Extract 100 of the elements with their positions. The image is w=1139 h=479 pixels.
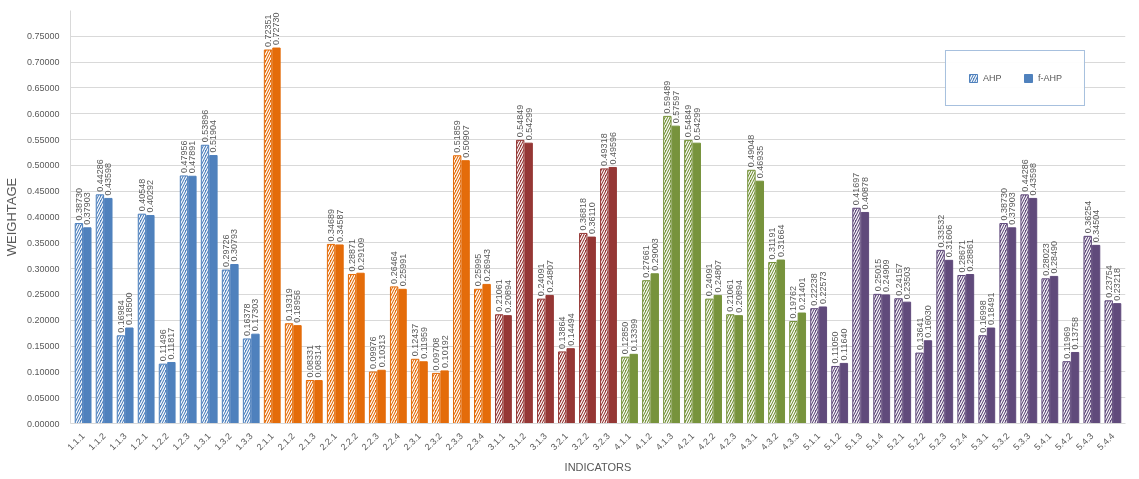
y-tick-label: 0.35000 (26, 237, 60, 248)
data-label: 0.12437 (410, 323, 421, 357)
data-label: 0.31606 (943, 224, 954, 258)
data-label: 0.10192 (439, 335, 450, 368)
data-label: 0.13758 (1070, 316, 1081, 350)
data-label: 0.59489 (662, 80, 673, 114)
data-label: 0.30793 (229, 228, 240, 262)
legend-label: f-AHP (1037, 73, 1062, 83)
data-label: 0.51904 (208, 120, 219, 153)
x-axis-title: INDICATORS (564, 460, 632, 473)
data-label: 0.54849 (683, 104, 694, 138)
y-tick-label: 0.75000 (26, 31, 60, 42)
data-label: 0.34587 (334, 209, 345, 242)
data-label: 0.72730 (271, 12, 282, 46)
data-label: 0.50907 (460, 125, 471, 158)
y-tick-label: 0.45000 (26, 186, 60, 197)
data-label: 0.24091 (704, 263, 715, 297)
data-label: 0.11496 (157, 329, 168, 362)
data-label: 0.72351 (263, 14, 274, 47)
data-label: 0.31664 (775, 224, 786, 258)
data-label: 0.24909 (880, 259, 891, 292)
data-label: 0.21061 (725, 279, 736, 312)
data-label: 0.24807 (712, 259, 723, 293)
data-label: 0.27661 (641, 245, 652, 278)
data-label: 0.16998 (977, 300, 988, 333)
data-label: 0.16030 (922, 305, 933, 338)
y-tick-label: 0.25000 (26, 289, 60, 300)
data-label: 0.25015 (872, 258, 883, 292)
y-tick-label: 0.15000 (26, 341, 60, 352)
y-tick-label: 0.70000 (26, 57, 60, 68)
y-tick-label: 0.65000 (26, 82, 60, 93)
y-axis-title: WEIGHTAGE (3, 177, 19, 257)
data-label: 0.37903 (1007, 192, 1018, 225)
data-label: 0.23503 (901, 266, 912, 300)
data-label: 0.22238 (809, 273, 820, 306)
data-label: 0.18500 (124, 292, 135, 325)
data-label: 0.11817 (166, 327, 177, 360)
data-label: 0.09708 (431, 337, 442, 371)
data-label: 0.19762 (788, 285, 799, 319)
data-label: 0.23754 (1103, 265, 1114, 298)
data-label: 0.13399 (628, 318, 639, 352)
data-label: 0.33532 (935, 214, 946, 248)
data-label: 0.13641 (914, 317, 925, 351)
data-label: 0.46935 (754, 145, 765, 179)
data-label: 0.31191 (767, 227, 778, 260)
data-label: 0.28671 (956, 239, 967, 273)
data-label: 0.20894 (733, 280, 744, 313)
y-tick-label: 0.30000 (26, 263, 60, 274)
data-label: 0.18491 (986, 292, 996, 326)
data-label: 0.40878 (859, 176, 870, 210)
y-tick-label: 0.00000 (26, 418, 60, 429)
data-label: 0.28861 (964, 238, 975, 272)
data-label: 0.18956 (292, 290, 303, 323)
data-label: 0.29109 (355, 237, 366, 271)
data-label: 0.24091 (536, 263, 547, 297)
data-label: 0.57597 (670, 90, 681, 124)
data-label: 0.19319 (284, 288, 295, 321)
data-label: 0.49596 (607, 131, 618, 165)
data-label: 0.40548 (136, 178, 147, 212)
data-label: 0.22573 (817, 271, 828, 304)
data-label: 0.09976 (368, 336, 379, 369)
data-label: 0.41697 (851, 172, 862, 206)
data-label: 0.21401 (796, 277, 807, 311)
y-tick-label: 0.55000 (26, 134, 60, 145)
data-label: 0.21061 (494, 279, 505, 312)
data-label: 0.23218 (1112, 268, 1123, 301)
data-label: 0.10313 (376, 334, 387, 368)
data-label: 0.28490 (1049, 240, 1060, 274)
data-label: 0.36818 (578, 197, 589, 231)
y-tick-label: 0.50000 (26, 160, 60, 171)
data-label: 0.38730 (73, 188, 84, 221)
y-tick-label: 0.10000 (26, 366, 60, 377)
data-label: 0.12850 (620, 321, 631, 355)
data-label: 0.29003 (649, 238, 660, 271)
data-label: 0.08314 (313, 345, 324, 378)
data-label: 0.36110 (586, 202, 597, 235)
data-label: 0.54299 (691, 107, 702, 141)
data-label: 0.34504 (1091, 209, 1102, 243)
data-label: 0.16984 (115, 300, 126, 333)
data-label: 0.26943 (481, 248, 492, 282)
data-label: 0.17303 (250, 298, 261, 332)
y-tick-label: 0.60000 (26, 108, 60, 119)
data-label: 0.25991 (397, 253, 408, 287)
data-label: 0.37903 (82, 192, 93, 225)
y-tick-label: 0.05000 (26, 392, 60, 403)
data-label: 0.26464 (389, 251, 400, 284)
data-label: 0.24807 (544, 259, 555, 293)
data-label: 0.11640 (838, 328, 849, 361)
data-label: 0.29726 (221, 234, 232, 268)
data-label: 0.44286 (1019, 159, 1030, 192)
data-label: 0.54849 (515, 104, 526, 138)
data-label: 0.14494 (565, 313, 576, 346)
data-label: 0.28871 (347, 238, 358, 272)
data-label: 0.36254 (1082, 200, 1093, 234)
data-label: 0.16378 (242, 303, 253, 336)
data-label: 0.11969 (1061, 326, 1072, 359)
data-label: 0.25995 (473, 253, 484, 287)
data-label: 0.47891 (187, 140, 198, 174)
y-tick-label: 0.20000 (26, 315, 60, 326)
data-label: 0.49318 (599, 133, 610, 166)
